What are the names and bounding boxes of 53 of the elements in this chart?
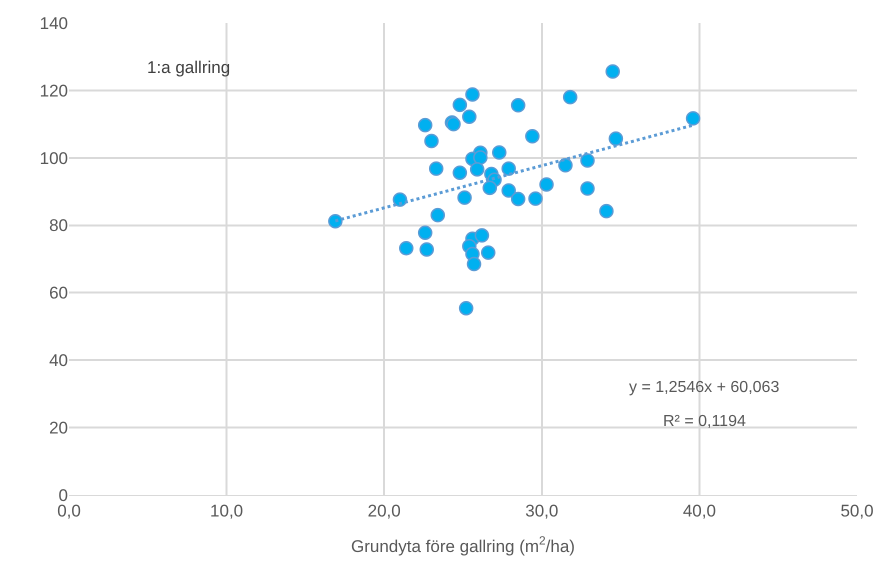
point	[480, 245, 496, 260]
point	[452, 98, 468, 112]
point	[428, 161, 444, 176]
point	[452, 165, 468, 180]
y-tick-label: 20	[49, 418, 68, 438]
point	[501, 161, 516, 176]
point	[466, 256, 482, 272]
point	[418, 225, 432, 240]
x-tick-label: 20,0	[368, 501, 401, 520]
point	[510, 98, 526, 113]
x-tick-label: 30,0	[525, 501, 558, 520]
y-tick-label: 80	[49, 216, 68, 236]
y-tick-label: 60	[49, 284, 68, 303]
point	[458, 300, 474, 316]
point	[510, 192, 526, 206]
point	[474, 228, 490, 243]
x-axis-title: Grundyta före gallring (m$^{2}$/ha)	[351, 534, 575, 556]
point	[525, 129, 540, 144]
point	[457, 190, 472, 205]
point	[605, 64, 620, 79]
point	[492, 145, 506, 160]
point	[686, 111, 700, 126]
point	[580, 181, 595, 196]
point	[392, 192, 408, 207]
y-tick-label: 120	[40, 81, 68, 100]
point	[580, 153, 595, 168]
point	[482, 180, 498, 196]
point	[562, 90, 578, 104]
y-tick-label: 100	[40, 148, 68, 168]
annotation: y = 1,2546x + 60,063	[629, 379, 780, 396]
y-tick-label: 40	[49, 351, 68, 370]
point	[465, 87, 480, 102]
point	[558, 158, 573, 173]
point	[608, 131, 624, 146]
point	[399, 240, 414, 256]
annotation: 1:a gallring	[147, 58, 230, 77]
x-tick-label: 10,0	[210, 501, 244, 520]
point	[473, 150, 488, 165]
y-tick-label: 140	[40, 14, 68, 33]
x-tick-label: 50,0	[840, 501, 874, 520]
point	[430, 208, 446, 222]
point	[528, 191, 543, 206]
x-tick-label: 40,0	[682, 501, 716, 520]
annotation: R² = 0,1194	[663, 413, 746, 430]
point	[420, 242, 434, 257]
point	[599, 204, 614, 218]
point	[424, 134, 439, 148]
point	[418, 118, 432, 132]
point	[539, 177, 554, 192]
point	[501, 183, 516, 198]
point	[470, 162, 484, 177]
point	[328, 214, 343, 228]
point	[462, 109, 477, 124]
